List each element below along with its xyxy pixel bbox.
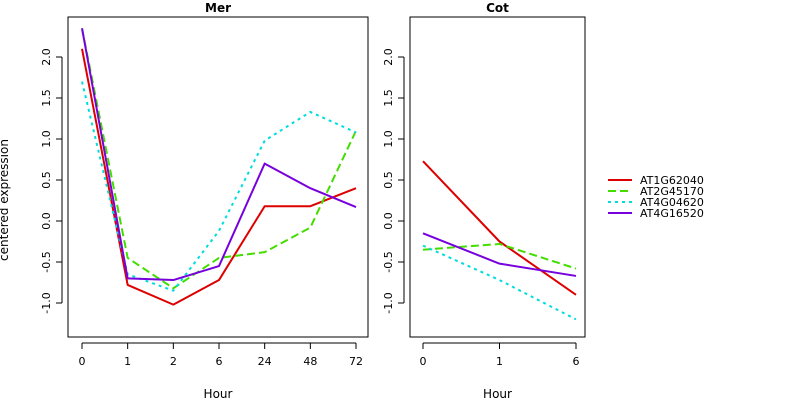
y-tick-label: 0.0 [382, 212, 395, 230]
y-tick-label: 1.0 [40, 130, 53, 148]
x-tick-label: 1 [496, 355, 503, 368]
y-tick-label: 1.5 [382, 89, 395, 107]
panel-title: Mer [205, 1, 231, 15]
y-tick-label: -1.0 [40, 292, 53, 313]
y-tick-label: 0.5 [40, 171, 53, 189]
y-tick-label: -0.5 [40, 251, 53, 272]
series-line-at1g62040 [422, 160, 577, 296]
y-tick-label: 1.5 [40, 89, 53, 107]
series-line-at2g45170 [81, 28, 357, 290]
x-axis-label: Hour [204, 387, 233, 400]
series-line-at4g04620 [422, 244, 577, 321]
y-tick-label: 0.0 [40, 212, 53, 230]
legend-entry-label: AT1G62040 [640, 174, 704, 187]
series-line-at4g16520 [422, 232, 577, 277]
y-tick-label: 0.5 [382, 171, 395, 189]
x-axis-label: Hour [483, 387, 512, 400]
x-tick-label: 72 [349, 355, 363, 368]
y-tick-label: -1.0 [382, 292, 395, 313]
y-axis-label: centered expression [0, 139, 11, 261]
plot-frame [409, 16, 586, 338]
y-tick-label: 2.0 [382, 48, 395, 66]
series-line-at4g04620 [81, 81, 357, 292]
plot-frame [67, 16, 369, 338]
x-tick-label: 0 [420, 355, 427, 368]
x-tick-label: 2 [170, 355, 177, 368]
series-line-at1g62040 [81, 48, 357, 306]
x-tick-label: 1 [124, 355, 131, 368]
legend-entry-label: AT2G45170 [640, 185, 704, 198]
x-tick-label: 6 [573, 355, 580, 368]
y-tick-label: 2.0 [40, 48, 53, 66]
x-tick-label: 24 [258, 355, 272, 368]
legend-entry-label: AT4G04620 [640, 196, 704, 209]
series-line-at4g16520 [81, 28, 357, 282]
legend-entry-label: AT4G16520 [640, 207, 704, 220]
panel-title: Cot [486, 1, 509, 15]
x-tick-label: 6 [216, 355, 223, 368]
y-tick-label: 1.0 [382, 130, 395, 148]
y-tick-label: -0.5 [382, 251, 395, 272]
series-line-at2g45170 [422, 242, 577, 270]
x-tick-label: 0 [79, 355, 86, 368]
x-tick-label: 48 [303, 355, 317, 368]
